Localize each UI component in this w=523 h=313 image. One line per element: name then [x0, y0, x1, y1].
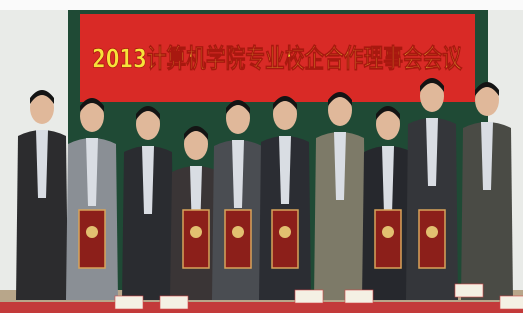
- banner-text: 2013计算机学院专业校企合作理事会会议: [92, 44, 463, 75]
- plaque-emblem: [279, 226, 291, 238]
- page: 2013计算机学院专业校企合作理事会会议 (() => { const data…: [0, 0, 523, 313]
- plaque-emblem: [190, 226, 202, 238]
- plaque: [79, 210, 105, 268]
- name-card: [345, 290, 373, 303]
- shirt: [36, 130, 48, 198]
- table-cloth: [0, 302, 523, 313]
- shirt: [334, 132, 346, 200]
- plaque: [183, 210, 209, 268]
- name-card: [455, 284, 483, 297]
- name-card: [295, 290, 323, 303]
- name-card: [500, 296, 523, 309]
- plaque-emblem: [382, 226, 394, 238]
- plaque: [225, 210, 251, 268]
- shirt: [426, 118, 438, 186]
- name-card: [115, 296, 143, 309]
- name-card: [160, 296, 188, 309]
- plaque: [375, 210, 401, 268]
- plaque: [419, 210, 445, 268]
- shirt: [279, 136, 291, 204]
- photo: 2013计算机学院专业校企合作理事会会议: [0, 0, 523, 313]
- ceiling: [0, 0, 523, 10]
- plaque: [272, 210, 298, 268]
- shirt: [232, 140, 244, 208]
- shirt: [86, 138, 98, 206]
- shirt: [382, 146, 394, 214]
- shirt: [142, 146, 154, 214]
- plaque-emblem: [426, 226, 438, 238]
- shirt: [481, 122, 493, 190]
- plaque-emblem: [232, 226, 244, 238]
- plaque-emblem: [86, 226, 98, 238]
